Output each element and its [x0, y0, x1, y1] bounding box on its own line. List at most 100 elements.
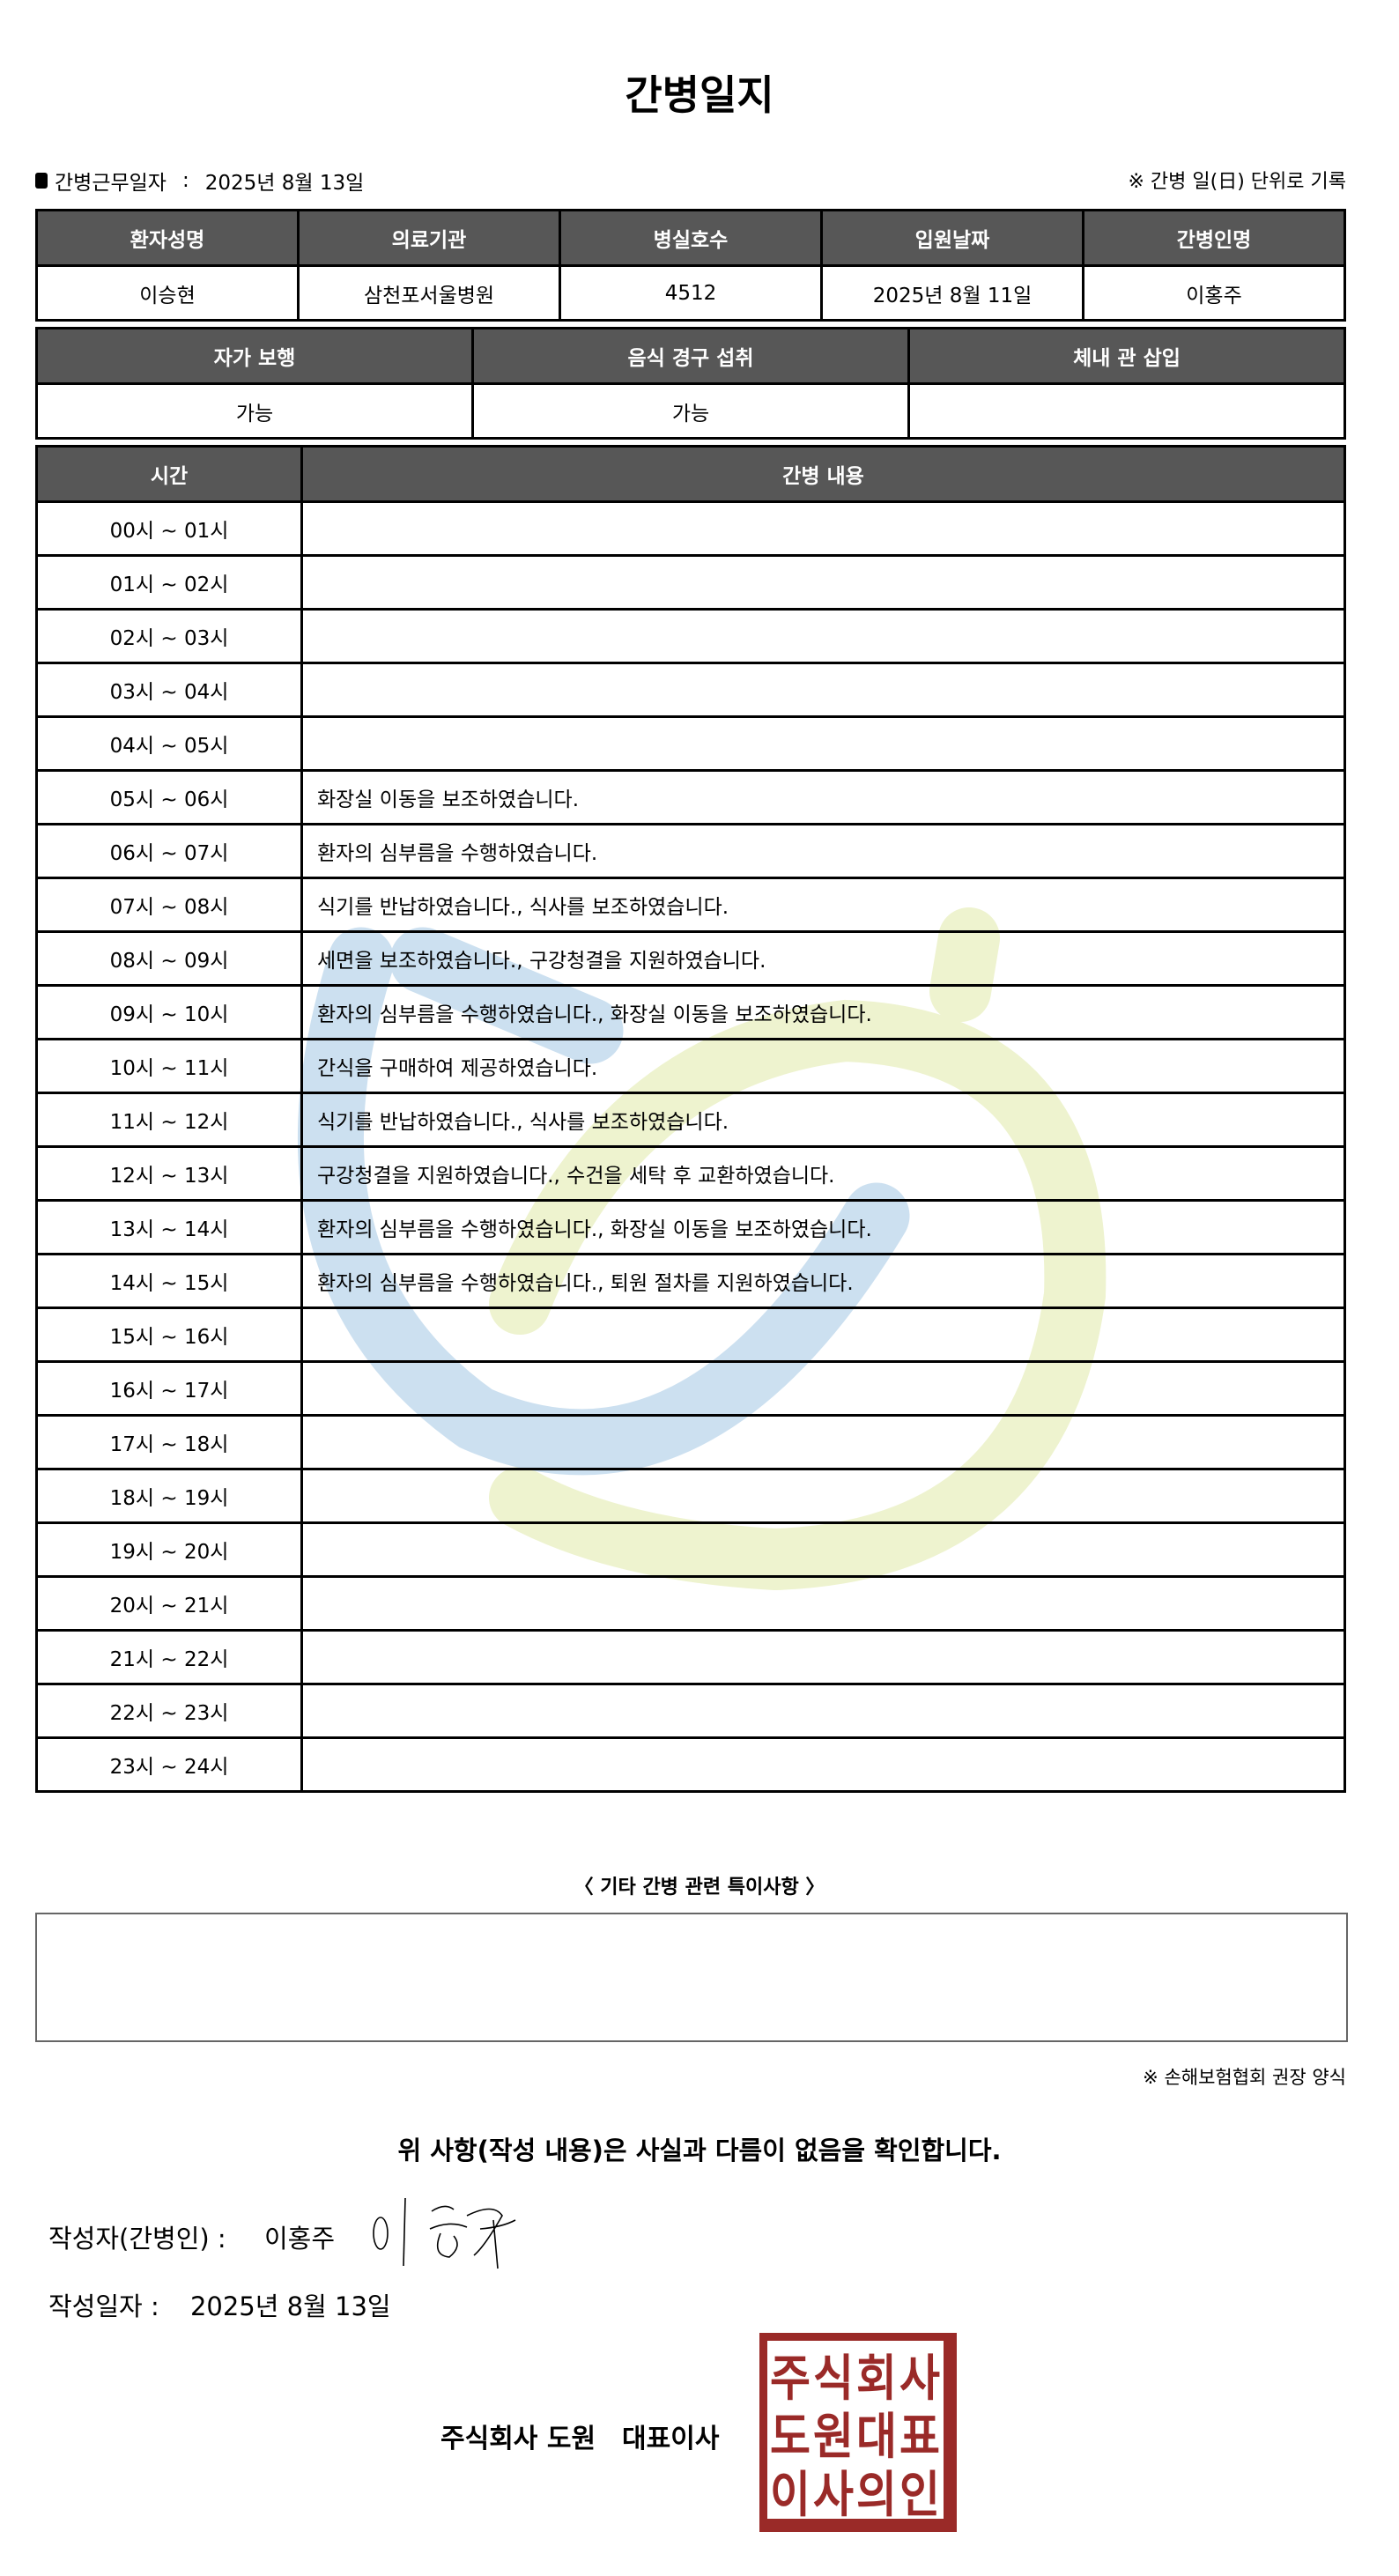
log-time: 14시 ~ 15시: [35, 1253, 303, 1309]
header-caregiver: 간병인명: [1082, 209, 1346, 267]
walking-value: 가능: [35, 382, 474, 440]
log-content[interactable]: [300, 1575, 1346, 1632]
log-time: 03시 ~ 04시: [35, 662, 303, 718]
work-date-sep: :: [181, 169, 189, 192]
tube-value: [907, 382, 1346, 440]
log-row: 11시 ~ 12시 식기를 반납하였습니다., 식사를 보조하였습니다.: [35, 1092, 1346, 1148]
log-row: 22시 ~ 23시: [35, 1683, 1346, 1739]
log-time: 16시 ~ 17시: [35, 1360, 303, 1417]
work-date-label: 간병근무일자: [55, 172, 167, 195]
log-content[interactable]: [300, 554, 1346, 611]
log-row: 08시 ~ 09시 세면을 보조하였습니다., 구강청결을 지원하였습니다.: [35, 930, 1346, 987]
log-content[interactable]: 식기를 반납하였습니다., 식사를 보조하였습니다.: [300, 877, 1346, 933]
author-label: 작성자(간병인) :: [48, 2224, 226, 2254]
log-time: 11시 ~ 12시: [35, 1092, 303, 1148]
seal-char: 사: [899, 2350, 940, 2408]
log-time: 17시 ~ 18시: [35, 1414, 303, 1470]
log-content[interactable]: [300, 1468, 1346, 1524]
log-content[interactable]: 환자의 심부름을 수행하였습니다.: [300, 823, 1346, 879]
log-row: 03시 ~ 04시: [35, 662, 1346, 718]
log-row: 15시 ~ 16시: [35, 1307, 1346, 1363]
log-row: 23시 ~ 24시: [35, 1736, 1346, 1793]
seal-char: 대: [856, 2409, 897, 2466]
log-row: 07시 ~ 08시 식기를 반납하였습니다., 식사를 보조하였습니다.: [35, 877, 1346, 933]
log-time: 09시 ~ 10시: [35, 984, 303, 1040]
log-row: 16시 ~ 17시: [35, 1360, 1346, 1417]
log-time: 08시 ~ 09시: [35, 930, 303, 987]
care-log-table: 시간 간병 내용 00시 ~ 01시 01시 ~ 02시 02시 ~ 03시 03시 …: [35, 445, 1346, 1793]
form-note: ※ 손해보험협회 권장 양식: [1143, 2067, 1346, 2088]
log-content[interactable]: 환자의 심부름을 수행하였습니다., 화장실 이동을 보조하였습니다.: [300, 1199, 1346, 1255]
header-content: 간병 내용: [300, 445, 1346, 503]
log-time: 02시 ~ 03시: [35, 608, 303, 664]
room-number: 4512: [559, 264, 823, 322]
oral-intake-value: 가능: [471, 382, 910, 440]
caregiver-name: 이홍주: [1082, 264, 1346, 322]
log-row: 18시 ~ 19시: [35, 1468, 1346, 1524]
log-content[interactable]: [300, 1521, 1346, 1578]
status-table: 자가 보행 음식 경구 섭취 체내 관 삽입 가능 가능: [35, 327, 1346, 440]
special-notes-title: 〈 기타 간병 관련 특이사항 〉: [574, 1876, 825, 1899]
header-walking: 자가 보행: [35, 327, 474, 385]
log-time: 21시 ~ 22시: [35, 1629, 303, 1685]
log-row: 01시 ~ 02시: [35, 554, 1346, 611]
log-row: 13시 ~ 14시 환자의 심부름을 수행하였습니다., 화장실 이동을 보조하였…: [35, 1199, 1346, 1255]
header-room: 병실호수: [559, 209, 823, 267]
log-time: 04시 ~ 05시: [35, 715, 303, 772]
log-content[interactable]: [300, 715, 1346, 772]
log-time: 07시 ~ 08시: [35, 877, 303, 933]
seal-char: 원: [813, 2409, 854, 2466]
company-representative: 주식회사 도원 대표이사: [440, 2424, 720, 2454]
log-content[interactable]: 환자의 심부름을 수행하였습니다., 퇴원 절차를 지원하였습니다.: [300, 1253, 1346, 1309]
seal-char: 도: [770, 2409, 811, 2466]
log-content[interactable]: [300, 1683, 1346, 1739]
log-content[interactable]: [300, 1414, 1346, 1470]
log-content[interactable]: [300, 1307, 1346, 1363]
log-time: 13시 ~ 14시: [35, 1199, 303, 1255]
log-content[interactable]: 식기를 반납하였습니다., 식사를 보조하였습니다.: [300, 1092, 1346, 1148]
written-date-value: 2025년 8월 13일: [189, 2291, 391, 2321]
hospital: 삼천포서울병원: [297, 264, 561, 322]
log-content[interactable]: [300, 1736, 1346, 1793]
log-time: 19시 ~ 20시: [35, 1521, 303, 1578]
log-content[interactable]: 환자의 심부름을 수행하였습니다., 화장실 이동을 보조하였습니다.: [300, 984, 1346, 1040]
log-content[interactable]: [300, 1629, 1346, 1685]
special-notes-box[interactable]: [35, 1913, 1348, 2042]
log-content[interactable]: 구강청결을 지원하였습니다., 수건을 세탁 후 교환하였습니다.: [300, 1145, 1346, 1202]
log-content[interactable]: [300, 500, 1346, 557]
header-oral-intake: 음식 경구 섭취: [471, 327, 910, 385]
header-patient-name: 환자성명: [35, 209, 300, 267]
seal-char: 표: [899, 2409, 940, 2466]
log-content[interactable]: 화장실 이동을 보조하였습니다.: [300, 769, 1346, 825]
seal-char: 식: [813, 2350, 854, 2408]
log-time: 18시 ~ 19시: [35, 1468, 303, 1524]
log-time: 12시 ~ 13시: [35, 1145, 303, 1202]
written-date: 작성일자 : 2025년 8월 13일: [48, 2286, 391, 2323]
log-row: 09시 ~ 10시 환자의 심부름을 수행하였습니다., 화장실 이동을 보조하였…: [35, 984, 1346, 1040]
log-time: 23시 ~ 24시: [35, 1736, 303, 1793]
log-time: 00시 ~ 01시: [35, 500, 303, 557]
log-row: 19시 ~ 20시: [35, 1521, 1346, 1578]
signature: [373, 2197, 516, 2269]
log-content[interactable]: 세면을 보조하였습니다., 구강청결을 지원하였습니다.: [300, 930, 1346, 987]
log-row: 05시 ~ 06시 화장실 이동을 보조하였습니다.: [35, 769, 1346, 825]
log-row: 21시 ~ 22시: [35, 1629, 1346, 1685]
log-row: 12시 ~ 13시 구강청결을 지원하였습니다., 수건을 세탁 후 교환하였습니…: [35, 1145, 1346, 1202]
header-hospital: 의료기관: [297, 209, 561, 267]
confirmation-text: 위 사항(작성 내용)은 사실과 다름이 없음을 확인합니다.: [397, 2136, 1002, 2165]
seal-char: 주: [770, 2350, 811, 2408]
info-table: 환자성명 의료기관 병실호수 입원날짜 간병인명 이승현 삼천포서울병원 451…: [35, 209, 1346, 322]
log-content[interactable]: [300, 608, 1346, 664]
log-row: 06시 ~ 07시 환자의 심부름을 수행하였습니다.: [35, 823, 1346, 879]
log-time: 10시 ~ 11시: [35, 1038, 303, 1094]
log-time: 20시 ~ 21시: [35, 1575, 303, 1632]
admission-date: 2025년 8월 11일: [820, 264, 1084, 322]
log-content[interactable]: [300, 662, 1346, 718]
header-tube: 체내 관 삽입: [907, 327, 1346, 385]
log-content[interactable]: [300, 1360, 1346, 1417]
log-row: 02시 ~ 03시: [35, 608, 1346, 664]
header-admission-date: 입원날짜: [820, 209, 1084, 267]
log-content[interactable]: 간식을 구매하여 제공하였습니다.: [300, 1038, 1346, 1094]
log-row: 10시 ~ 11시 간식을 구매하여 제공하였습니다.: [35, 1038, 1346, 1094]
